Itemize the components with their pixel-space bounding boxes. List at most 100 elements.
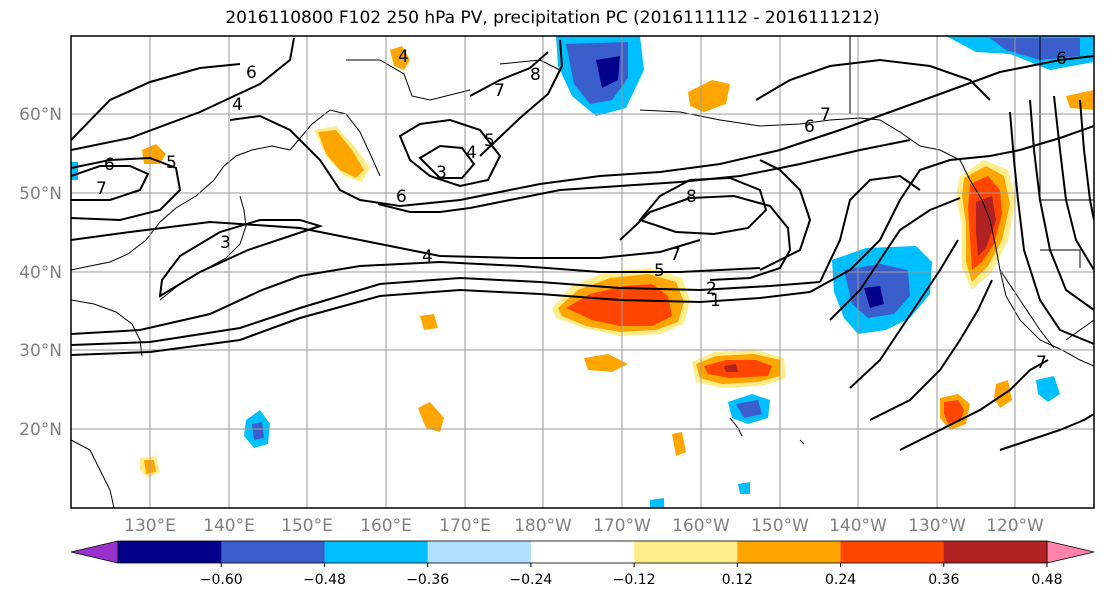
lon-label: 130°E bbox=[124, 516, 176, 536]
pv-contour-5b bbox=[479, 39, 564, 157]
contour-label: 5 bbox=[654, 261, 665, 281]
contour-label: 6 bbox=[1056, 49, 1067, 69]
colorbar-cell bbox=[737, 541, 842, 563]
lon-label: 150°W bbox=[751, 516, 809, 536]
colorbar-tick-label: −0.36 bbox=[406, 572, 449, 588]
contour-label: 4 bbox=[422, 247, 433, 267]
precip-shading bbox=[71, 36, 1094, 508]
contour-label: 2 bbox=[706, 279, 717, 299]
map-title: 2016110800 F102 250 hPa PV, precipitatio… bbox=[225, 8, 880, 28]
pv-contour-7d bbox=[619, 194, 792, 281]
colorbar-cell bbox=[324, 541, 429, 563]
colorbar-tick-label: −0.60 bbox=[200, 572, 243, 588]
colorbar-tick-label: 0.48 bbox=[1031, 572, 1062, 588]
colorbar-cell bbox=[634, 541, 738, 563]
contour-label: 4 bbox=[398, 47, 409, 67]
colorbar-cell bbox=[427, 541, 532, 563]
contour-label: 1 bbox=[710, 291, 721, 311]
pv-contour-3b bbox=[158, 219, 324, 298]
pv-contour-8 bbox=[638, 176, 768, 236]
contour-label: 7 bbox=[820, 105, 831, 125]
lon-label: 170°E bbox=[439, 516, 491, 536]
contour-label: 7 bbox=[494, 81, 505, 101]
pv-contour-3 bbox=[71, 260, 761, 335]
pv-contour-7f bbox=[999, 413, 1094, 451]
pv-contour-7e bbox=[899, 359, 1049, 451]
lat-label-40n: 40°N bbox=[19, 263, 62, 283]
lat-label-50n: 50°N bbox=[19, 184, 62, 204]
lon-label: 120°W bbox=[986, 516, 1044, 536]
lon-label: 160°E bbox=[360, 516, 412, 536]
lon-label: 140°W bbox=[829, 516, 887, 536]
contour-label: 5 bbox=[484, 131, 495, 151]
colorbar-tick-label: −0.48 bbox=[303, 572, 346, 588]
pv-contour-7 bbox=[71, 156, 182, 222]
colorbar-tick-label: −0.24 bbox=[509, 572, 552, 588]
colorbar-cell bbox=[530, 541, 635, 563]
colorbar-ticks: −0.60 −0.48 −0.36 −0.24 −0.12 0.12 0.24 0.36 0.4… bbox=[200, 563, 1063, 588]
pv-contour-4c bbox=[829, 197, 961, 321]
lon-label: 160°W bbox=[672, 516, 730, 536]
contour-label: 7 bbox=[670, 245, 681, 265]
lat-label-60n: 60°N bbox=[19, 105, 62, 125]
colorbar: −0.60 −0.48 −0.36 −0.24 −0.12 0.12 0.24 0.36 0.4… bbox=[70, 540, 1095, 588]
colorbar-cells bbox=[118, 541, 1048, 563]
contour-label: 6 bbox=[246, 63, 257, 83]
pv-contour-4b bbox=[398, 118, 502, 188]
pv-contour-5 bbox=[377, 139, 911, 213]
latitude-labels: 60°N 50°N 40°N 30°N 20°N bbox=[19, 105, 62, 440]
contour-label: 6 bbox=[396, 187, 407, 207]
colorbar-right-extension bbox=[1046, 540, 1095, 564]
pv-contour-4d bbox=[1079, 99, 1094, 221]
precip-pos-subtropical bbox=[692, 350, 786, 388]
pv-contour-4 bbox=[71, 220, 701, 259]
pv-contour-3c bbox=[418, 144, 476, 179]
graticule bbox=[71, 36, 1094, 508]
contour-label: 4 bbox=[466, 143, 477, 163]
pv-contour-2b bbox=[809, 125, 1094, 293]
lon-label: 170°W bbox=[593, 516, 651, 536]
pv-contour-6 bbox=[71, 37, 295, 151]
lat-label-30n: 30°N bbox=[19, 341, 62, 361]
colorbar-tick-label: 0.24 bbox=[825, 572, 856, 588]
pv-contour-7c bbox=[469, 51, 549, 97]
pv-contours bbox=[71, 37, 1094, 451]
lon-label: 150°E bbox=[281, 516, 333, 536]
lon-label: 140°E bbox=[203, 516, 255, 536]
pv-contour-1 bbox=[71, 288, 811, 356]
colorbar-cell bbox=[943, 541, 1048, 563]
pv-contour-6f bbox=[1029, 99, 1094, 311]
pv-contour-6d bbox=[759, 159, 812, 271]
pv-contour-7h bbox=[755, 58, 991, 101]
contour-label: 8 bbox=[530, 65, 541, 85]
contour-label: 5 bbox=[166, 153, 177, 173]
colorbar-tick-label: 0.12 bbox=[722, 572, 753, 588]
contour-label: 7 bbox=[1036, 353, 1047, 373]
colorbar-left-extension bbox=[70, 540, 119, 564]
pv-contour-6e bbox=[869, 279, 993, 421]
contour-label: 4 bbox=[232, 95, 243, 115]
longitude-labels: 130°E 140°E 150°E 160°E 170°E 180°W 170°… bbox=[124, 516, 1044, 536]
pv-contour-6c bbox=[229, 55, 1094, 208]
pv-contour-5c bbox=[849, 239, 959, 389]
contour-label: 6 bbox=[104, 155, 115, 175]
precip-neg-baja bbox=[1036, 376, 1060, 402]
pv-contour-5d bbox=[1053, 95, 1094, 271]
colorbar-cell bbox=[840, 541, 945, 563]
contour-label: 8 bbox=[686, 187, 697, 207]
colorbar-cell bbox=[118, 541, 222, 563]
colorbar-tick-label: 0.36 bbox=[928, 572, 959, 588]
lon-label: 180°W bbox=[514, 516, 572, 536]
colorbar-tick-label: −0.12 bbox=[613, 572, 656, 588]
contour-label: 7 bbox=[96, 179, 107, 199]
precip-pos-bering bbox=[688, 80, 730, 112]
lat-label-20n: 20°N bbox=[19, 420, 62, 440]
contour-label: 6 bbox=[804, 117, 815, 137]
pv-contour-3d bbox=[819, 174, 921, 283]
pv-contour-7g bbox=[1009, 111, 1094, 345]
pv-contour-2 bbox=[71, 276, 821, 346]
colorbar-cell bbox=[221, 541, 325, 563]
pv-contour-labels: 6 4 6 7 5 3 4 7 3 5 4 6 8 7 6 8 7 4 5 2 … bbox=[96, 47, 1067, 373]
contour-label: 3 bbox=[436, 163, 447, 183]
